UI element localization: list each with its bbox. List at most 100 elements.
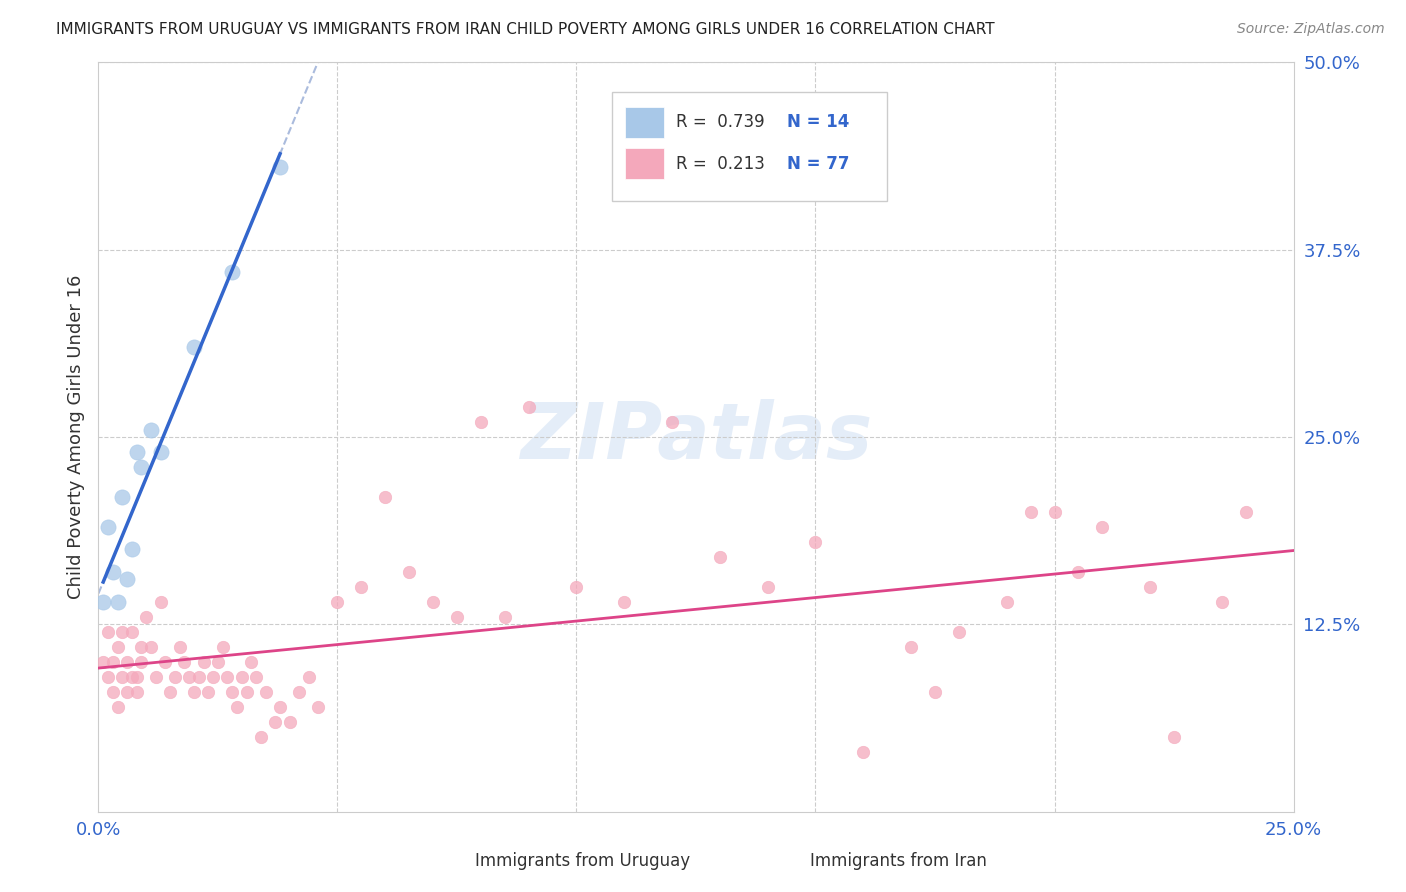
Point	[107, 595, 129, 609]
Text: IMMIGRANTS FROM URUGUAY VS IMMIGRANTS FROM IRAN CHILD POVERTY AMONG GIRLS UNDER : IMMIGRANTS FROM URUGUAY VS IMMIGRANTS FR…	[56, 22, 995, 37]
Point	[101, 565, 124, 579]
Point	[187, 670, 209, 684]
Point	[149, 595, 172, 609]
Point	[131, 460, 153, 475]
Point	[131, 655, 153, 669]
Point	[235, 685, 257, 699]
FancyBboxPatch shape	[626, 107, 664, 138]
Point	[1019, 505, 1042, 519]
Point	[115, 685, 138, 699]
Point	[350, 580, 373, 594]
Point	[298, 670, 321, 684]
Text: N = 14: N = 14	[787, 113, 849, 131]
Point	[565, 580, 588, 594]
Text: R =  0.739: R = 0.739	[676, 113, 765, 131]
Point	[278, 714, 301, 729]
Point	[159, 685, 181, 699]
Point	[226, 699, 249, 714]
Point	[131, 640, 153, 654]
Point	[1234, 505, 1257, 519]
Point	[111, 490, 134, 504]
Point	[756, 580, 779, 594]
Point	[97, 670, 120, 684]
Point	[111, 670, 134, 684]
Point	[211, 640, 233, 654]
Point	[804, 535, 827, 549]
Point	[183, 685, 205, 699]
Point	[269, 699, 291, 714]
Point	[1091, 520, 1114, 534]
Point	[217, 670, 239, 684]
Point	[91, 595, 114, 609]
Point	[183, 340, 205, 354]
Point	[661, 415, 683, 429]
Point	[101, 655, 124, 669]
Point	[97, 624, 120, 639]
Point	[924, 685, 946, 699]
Point	[517, 400, 540, 414]
FancyBboxPatch shape	[626, 148, 664, 179]
Point	[97, 520, 120, 534]
Point	[1211, 595, 1233, 609]
Point	[115, 573, 138, 587]
Point	[852, 745, 875, 759]
Point	[1043, 505, 1066, 519]
Text: Immigrants from Uruguay: Immigrants from Uruguay	[475, 852, 690, 871]
Point	[111, 624, 134, 639]
Point	[125, 445, 148, 459]
Point	[240, 655, 263, 669]
Point	[948, 624, 970, 639]
FancyBboxPatch shape	[613, 93, 887, 201]
Point	[135, 610, 157, 624]
FancyBboxPatch shape	[772, 847, 803, 875]
Point	[995, 595, 1018, 609]
FancyBboxPatch shape	[437, 847, 468, 875]
Y-axis label: Child Poverty Among Girls Under 16: Child Poverty Among Girls Under 16	[66, 275, 84, 599]
Text: R =  0.213: R = 0.213	[676, 154, 765, 172]
Point	[398, 565, 420, 579]
Point	[115, 655, 138, 669]
Point	[245, 670, 267, 684]
Point	[197, 685, 219, 699]
Point	[121, 542, 143, 557]
Point	[139, 640, 162, 654]
Point	[193, 655, 215, 669]
Point	[254, 685, 277, 699]
Point	[173, 655, 195, 669]
Point	[221, 685, 243, 699]
Point	[202, 670, 225, 684]
Point	[470, 415, 492, 429]
Point	[709, 549, 731, 564]
Text: ZIPatlas: ZIPatlas	[520, 399, 872, 475]
Point	[1067, 565, 1090, 579]
Point	[107, 640, 129, 654]
Point	[231, 670, 253, 684]
Point	[169, 640, 191, 654]
Point	[125, 685, 148, 699]
Point	[121, 670, 143, 684]
Point	[307, 699, 329, 714]
Point	[207, 655, 229, 669]
Point	[326, 595, 349, 609]
Point	[163, 670, 186, 684]
Text: Source: ZipAtlas.com: Source: ZipAtlas.com	[1237, 22, 1385, 37]
Point	[288, 685, 311, 699]
Point	[221, 265, 243, 279]
Point	[264, 714, 287, 729]
Point	[374, 490, 396, 504]
Point	[446, 610, 468, 624]
Point	[101, 685, 124, 699]
Point	[179, 670, 201, 684]
Point	[121, 624, 143, 639]
Point	[91, 655, 114, 669]
Point	[145, 670, 167, 684]
Point	[149, 445, 172, 459]
Point	[494, 610, 516, 624]
Text: Immigrants from Iran: Immigrants from Iran	[810, 852, 987, 871]
Point	[269, 161, 291, 175]
Point	[155, 655, 177, 669]
Text: N = 77: N = 77	[787, 154, 849, 172]
Point	[250, 730, 273, 744]
Point	[107, 699, 129, 714]
Point	[1163, 730, 1185, 744]
